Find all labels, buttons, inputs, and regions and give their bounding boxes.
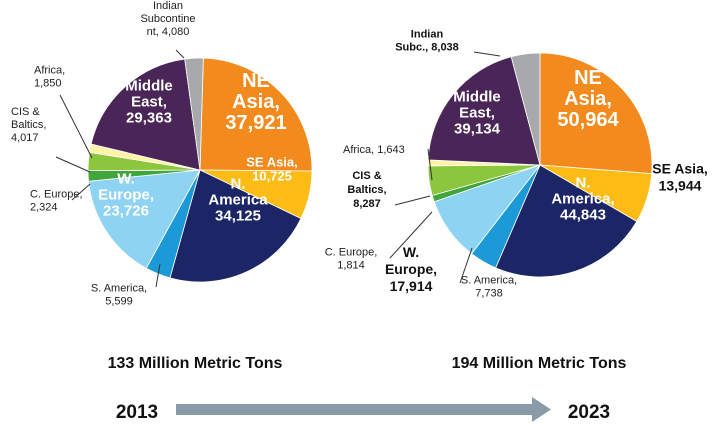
slice-label-indian-subcontinent-2013: Indian Subcontine nt, 4,080 (140, 0, 195, 38)
slice-label-n-america-2023: N. America, 44,843 (551, 174, 614, 223)
slice-label-cis-baltics-2023: CIS & Baltics, 8,287 (347, 170, 386, 210)
start-year: 2013 (116, 402, 158, 423)
pie-slice-n-america-2013 (169, 169, 302, 283)
leader-line-cis-baltics-2013 (55, 156, 91, 173)
leader-line-cis-baltics-2023 (394, 195, 431, 206)
leader-line-africa-2023 (427, 148, 433, 181)
pie-slice-middle-east-2023 (427, 56, 541, 166)
slice-label-ne-asia-2013: NE Asia, 37,921 (225, 70, 286, 134)
slice-label-ne-asia-2023: NE Asia, 50,964 (557, 67, 619, 131)
leader-line-c-europe-2023 (389, 211, 433, 259)
pie-slice-indian-subcontinent-2023 (510, 52, 541, 166)
slice-label-africa-2023: Africa, 1,643 (343, 144, 405, 156)
slice-label-middle-east-2013: Middle East, 29,363 (125, 77, 173, 126)
leader-line-africa-2013 (59, 94, 93, 159)
slice-label-c-europe-2013: C. Europe, 2,324 (30, 188, 83, 213)
slice-label-s-america-2023: S. America, 7,738 (461, 274, 517, 299)
leader-line-s-america-2023 (459, 247, 473, 284)
leader-line-indian-subcontinent-2023 (473, 51, 501, 57)
slice-label-se-asia-2013: SE Asia, 10,725 (246, 155, 298, 184)
slice-label-c-europe-2023: C. Europe, 1,814 (325, 246, 378, 271)
total-2013: 133 Million Metric Tons (108, 355, 283, 372)
pie-slice-indian-subcontinent-2013 (184, 57, 204, 171)
slice-label-africa-2013: Africa, 1,850 (34, 64, 65, 89)
pie-slice-ne-asia-2013 (199, 57, 313, 172)
leader-line-s-america-2013 (155, 263, 161, 288)
pie-slice-w-europe-2013 (88, 169, 201, 269)
end-year: 2023 (568, 402, 610, 423)
total-2023: 194 Million Metric Tons (452, 355, 627, 372)
timeline-arrow-shaft (176, 404, 534, 415)
slice-label-n-america-2013: N. America 34,125 (208, 175, 268, 224)
slice-label-w-europe-2013: W. Europe, 23,726 (98, 170, 154, 219)
timeline-arrow (176, 397, 551, 422)
timeline-arrow-head (532, 397, 551, 422)
slice-label-indian-subcontinent-2023: Indian Subc., 8,038 (395, 28, 459, 53)
leader-line-c-europe-2013 (71, 183, 91, 201)
slice-label-w-europe-2023: W. Europe, 17,914 (385, 244, 437, 294)
pie-slice-n-america-2023 (495, 164, 638, 278)
slice-label-se-asia-2023: SE Asia, 13,944 (652, 160, 708, 193)
slice-label-cis-baltics-2013: CIS & Baltics, 4,017 (11, 106, 46, 144)
slice-label-middle-east-2023: Middle East, 39,134 (453, 88, 501, 137)
pie-slice-ne-asia-2023 (539, 52, 653, 175)
pie-chart-2023: NE Asia, 50,964 SE Asia, 13,944 N. America, 44,… (325, 28, 708, 299)
leader-line-indian-subcontinent-2013 (175, 49, 185, 59)
pie-slice-middle-east-2013 (90, 58, 201, 171)
slice-label-s-america-2013: S. America, 5,599 (91, 282, 147, 307)
